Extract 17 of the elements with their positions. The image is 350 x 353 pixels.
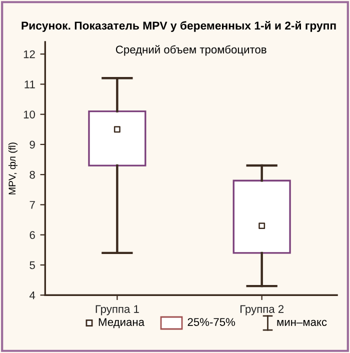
y-tick-label: 8	[30, 170, 35, 179]
text: Медиана	[98, 318, 144, 328]
y-tick-label: 9	[30, 140, 35, 149]
y-tick-label: 12	[24, 50, 35, 58]
y-tick-label: 4	[30, 291, 36, 300]
text: 25%-75%	[188, 318, 236, 326]
text: мин–макс	[277, 320, 327, 326]
y-tick-label: 11	[24, 80, 35, 88]
x-tick-label: Группа 1	[96, 305, 139, 316]
chart-title: Рисунок. Показатель MPV у беременных 1-й и 2-й групп	[22, 21, 336, 32]
y-axis-title: MPV, фл (fl)	[8, 142, 18, 194]
y-tick-label: 10	[24, 110, 35, 118]
chart-subtitle: Средний объем тромбоцитов	[116, 45, 266, 56]
y-tick-label: 7	[30, 201, 35, 209]
y-tick-label: 6	[30, 231, 35, 239]
y-tick-label: 5	[30, 261, 35, 270]
x-tick-label: Группа 2	[240, 305, 284, 316]
